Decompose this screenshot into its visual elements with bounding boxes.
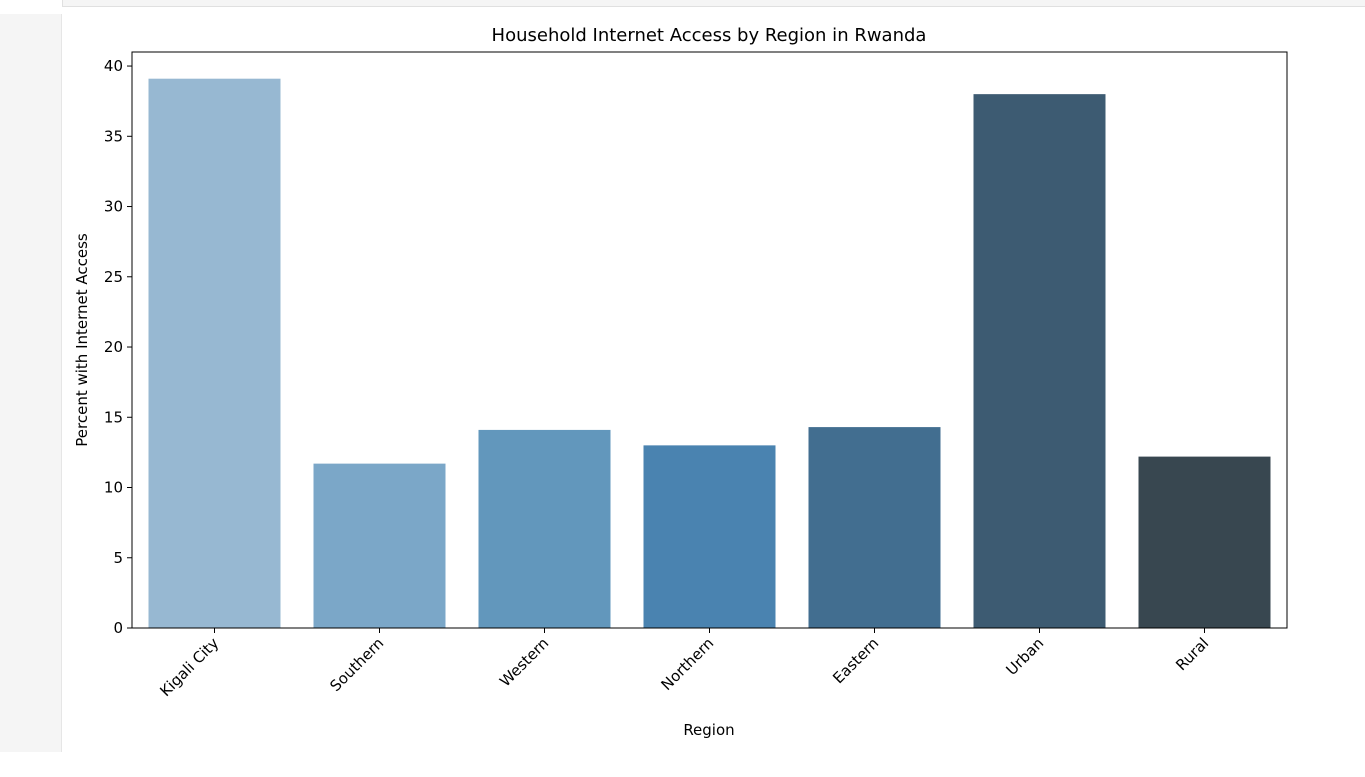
bar-southern	[313, 463, 446, 628]
bar-kigali-city	[148, 78, 281, 628]
bar-eastern	[808, 427, 941, 628]
plot-frame	[131, 51, 1288, 629]
y-tick-label: 15	[104, 408, 123, 426]
bar-rural	[1138, 456, 1271, 628]
x-tick-label: Northern	[658, 634, 718, 694]
y-tick-label: 40	[104, 57, 123, 75]
x-tick-label: Rural	[1172, 634, 1212, 674]
x-axis-label: Region	[683, 721, 734, 739]
x-tick-label: Kigali City	[156, 634, 222, 700]
chart-title: Household Internet Access by Region in R…	[492, 25, 927, 46]
output-prompt-gutter	[0, 14, 62, 752]
x-tick-label: Southern	[326, 634, 387, 695]
x-tick-label: Western	[496, 634, 552, 690]
bar-northern	[643, 445, 776, 628]
x-tick-label: Urban	[1003, 634, 1048, 679]
y-tick-label: 0	[113, 619, 123, 637]
y-axis: 0 5 10 15 20 25 30 35 40	[104, 57, 132, 637]
y-tick-label: 35	[104, 127, 123, 145]
y-tick-label: 30	[104, 198, 123, 216]
x-axis: Kigali City Southern Western Northern Easter…	[156, 628, 1212, 700]
y-tick-label: 10	[104, 479, 123, 497]
y-tick-label: 25	[104, 268, 123, 286]
y-axis-label: Percent with Internet Access	[73, 233, 91, 447]
x-tick-label: Eastern	[829, 634, 882, 687]
bar-western	[478, 429, 611, 628]
y-tick-label: 5	[113, 549, 123, 567]
bars-group	[148, 78, 1271, 628]
y-tick-label: 20	[104, 338, 123, 356]
previous-cell-edge	[62, 0, 1365, 7]
bar-urban	[973, 94, 1106, 628]
